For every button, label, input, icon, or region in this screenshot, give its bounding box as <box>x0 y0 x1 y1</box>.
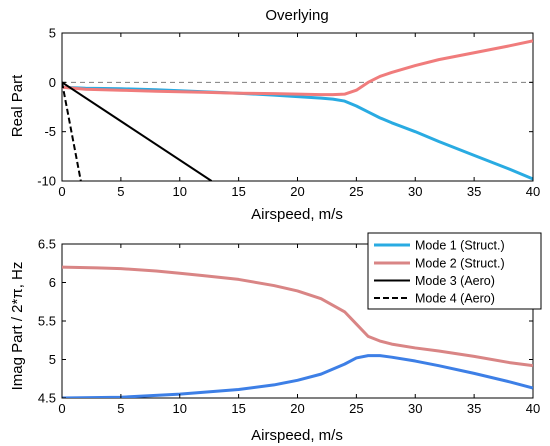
x-tick-label: 5 <box>117 184 124 199</box>
x-tick-label: 35 <box>467 184 481 199</box>
x-tick-label: 10 <box>173 184 187 199</box>
x-tick-label: 0 <box>58 401 65 416</box>
x-tick-label: 25 <box>349 184 363 199</box>
x-tick-label: 20 <box>290 184 304 199</box>
legend: Mode 1 (Struct.) Mode 2 (Struct.) Mode 3… <box>367 232 542 310</box>
bottom-chart-xlabel: Airspeed, m/s <box>251 427 343 444</box>
x-tick-label: 40 <box>526 184 540 199</box>
top-plot-area: 0 5 10 15 20 25 30 35 40 -10 -5 0 5 <box>37 26 540 200</box>
legend-item: Mode 3 (Aero) <box>374 274 495 288</box>
legend-item: Mode 2 (Struct.) <box>374 257 505 271</box>
series-line-mode-4 <box>62 82 82 181</box>
legend-label: Mode 4 (Aero) <box>415 292 495 306</box>
top-chart-xlabel: Airspeed, m/s <box>251 206 343 223</box>
x-tick-label: 30 <box>408 401 422 416</box>
y-tick-label: 6 <box>49 275 56 290</box>
y-tick-label: 5 <box>49 26 56 41</box>
x-tick-label: 30 <box>408 184 422 199</box>
series-line-mode-2 <box>62 265 533 368</box>
legend-label: Mode 2 (Struct.) <box>415 257 505 271</box>
series-group <box>62 39 533 181</box>
bottom-chart-ylabel: Imag Part / 2*π, Hz <box>9 262 26 391</box>
top-chart-ylabel: Real Part <box>9 74 26 137</box>
y-tick-label: -10 <box>37 174 56 189</box>
top-chart-title: Overlying <box>265 7 328 24</box>
legend-label: Mode 1 (Struct.) <box>415 239 505 253</box>
y-tick-label: 6.5 <box>38 237 56 252</box>
top-chart: Overlying Real Part Airspeed, m/s 0 5 10 15… <box>9 7 540 223</box>
series-line-mode-1 <box>62 354 533 398</box>
x-tick-label: 15 <box>231 184 245 199</box>
legend-item: Mode 1 (Struct.) <box>374 239 505 253</box>
series-group <box>62 265 533 398</box>
series-line-mode-3 <box>62 81 213 181</box>
y-tick-label: 5 <box>49 352 56 367</box>
y-tick-label: 0 <box>49 75 56 90</box>
series-line-mode-2 <box>62 39 533 97</box>
y-tick-label: 5.5 <box>38 314 56 329</box>
x-tick-label: 0 <box>58 184 65 199</box>
x-tick-label: 15 <box>231 401 245 416</box>
x-tick-label: 35 <box>467 401 481 416</box>
x-tick-label: 10 <box>173 401 187 416</box>
x-tick-label: 40 <box>526 401 540 416</box>
x-tick-label: 20 <box>290 401 304 416</box>
y-tick-label: -5 <box>44 124 56 139</box>
x-tick-label: 25 <box>349 401 363 416</box>
legend-item: Mode 4 (Aero) <box>374 292 495 306</box>
y-tick-label: 4.5 <box>38 391 56 406</box>
x-tick-label: 5 <box>117 401 124 416</box>
legend-label: Mode 3 (Aero) <box>415 274 495 288</box>
